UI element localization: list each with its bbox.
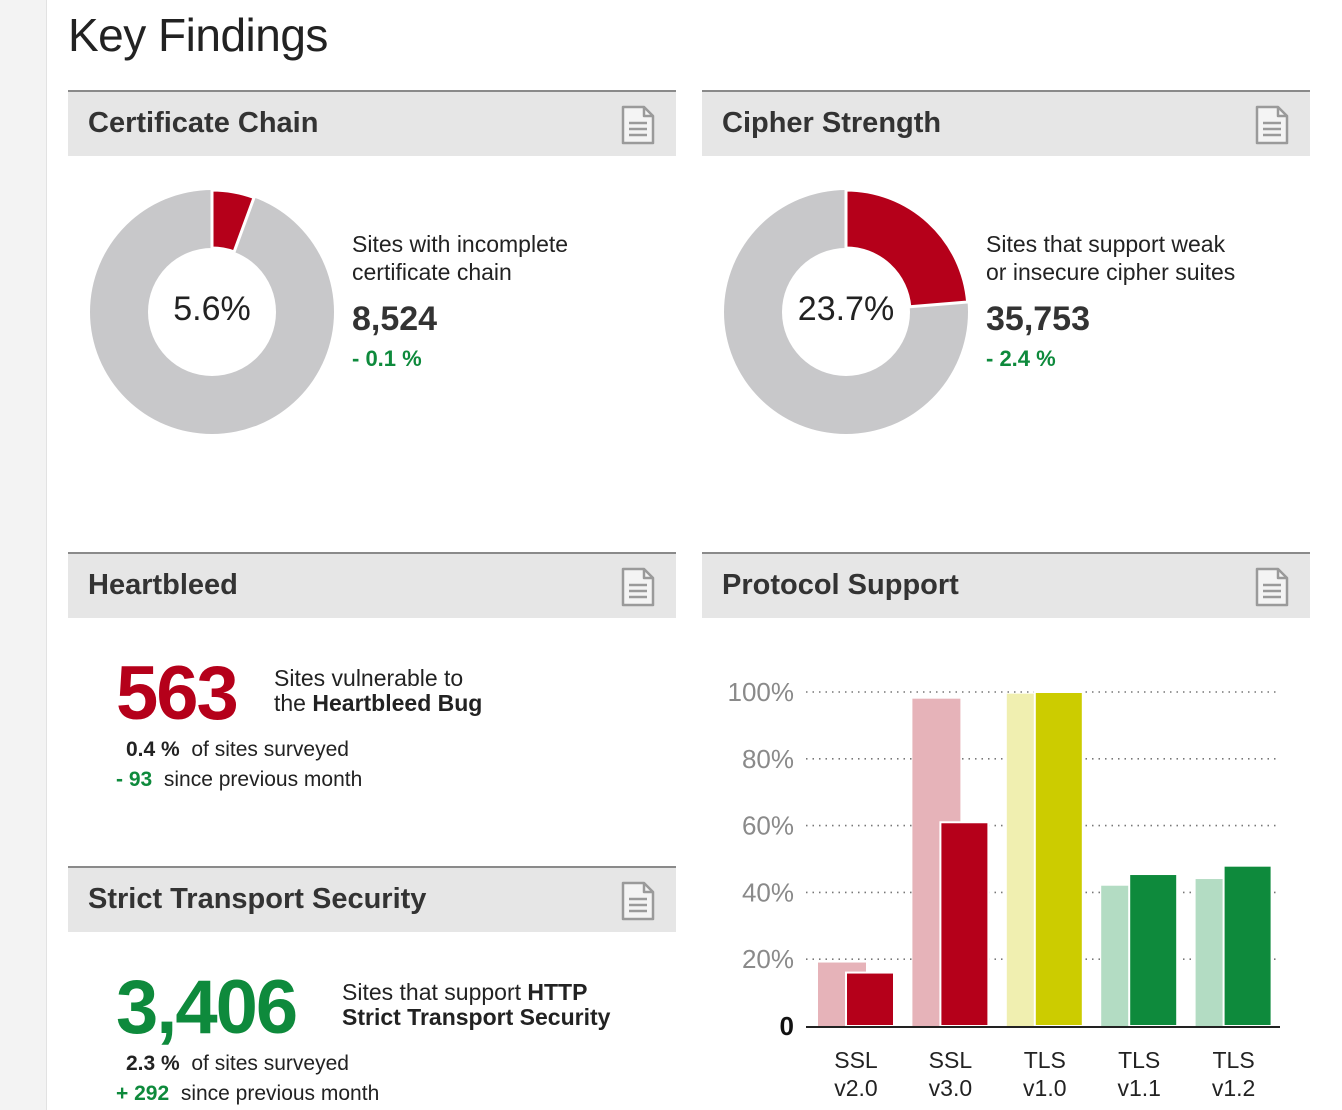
panel-title-strict-transport-security: Strict Transport Security xyxy=(88,883,427,915)
heartbleed-bug-label: Heartbleed Bug xyxy=(312,690,483,716)
x-tick-label-line1: TLS xyxy=(1118,1047,1160,1073)
bar-series2-2 xyxy=(1033,691,1084,1027)
certificate-chain-description-line1: Sites with incomplete xyxy=(352,231,569,257)
hsts-count: 3,406 xyxy=(116,965,298,1050)
report-document-icon[interactable] xyxy=(1254,566,1290,608)
report-document-icon[interactable] xyxy=(1254,104,1290,146)
panel-title-cipher-strength: Cipher Strength xyxy=(722,107,942,139)
y-tick-label: 60% xyxy=(742,811,794,841)
y-tick-label: 40% xyxy=(742,877,794,907)
certificate-chain-donut-hole xyxy=(148,248,276,376)
x-tick-label-line2: v1.0 xyxy=(1023,1075,1066,1101)
hsts-description-line1-prefix: Sites that support xyxy=(342,979,521,1005)
x-tick-label-line1: TLS xyxy=(1213,1047,1255,1073)
x-tick-label-line1: SSL xyxy=(834,1047,878,1073)
panel-title-protocol-support: Protocol Support xyxy=(722,569,959,601)
hsts-change-line: + 292 since previous month xyxy=(116,1082,379,1106)
panel-header-protocol-support: Protocol Support xyxy=(702,552,1310,618)
hsts-percent-suffix: of sites surveyed xyxy=(191,1052,349,1075)
cipher-strength-description-line2: or insecure cipher suites xyxy=(986,259,1236,285)
heartbleed-percent-line: 0.4 % of sites surveyed xyxy=(126,738,349,762)
bar-series2-3 xyxy=(1128,873,1179,1027)
hsts-percent-line: 2.3 % of sites surveyed xyxy=(126,1052,349,1076)
cipher-strength-donut-chart xyxy=(724,188,970,434)
x-tick-label-line2: v1.2 xyxy=(1212,1075,1255,1101)
hsts-change-suffix: since previous month xyxy=(180,1082,380,1105)
hsts-change: + 292 xyxy=(116,1082,170,1105)
hsts-strict-transport-label: Strict Transport Security xyxy=(342,1004,611,1030)
bar-series2-0 xyxy=(845,971,895,1027)
cipher-strength-description-line1: Sites that support weak xyxy=(986,231,1226,257)
bar-series2-1 xyxy=(939,821,990,1027)
cipher-strength-percent: 23.7% xyxy=(797,290,895,328)
x-tick-label-line1: TLS xyxy=(1024,1047,1066,1073)
x-tick-label-line2: v2.0 xyxy=(834,1075,877,1101)
y-tick-label: 100% xyxy=(728,677,795,707)
y-tick-label: 20% xyxy=(742,944,794,974)
certificate-chain-description: Sites with incomplete certificate chain xyxy=(352,230,568,286)
heartbleed-percent-suffix: of sites surveyed xyxy=(191,738,349,761)
certificate-chain-donut-chart xyxy=(90,188,334,434)
heartbleed-description-line2-prefix: the xyxy=(274,690,306,716)
heartbleed-description-line1: Sites vulnerable to xyxy=(274,665,464,691)
panel-header-strict-transport-security: Strict Transport Security xyxy=(68,866,676,932)
panel-header-heartbleed: Heartbleed xyxy=(68,552,676,618)
panel-header-certificate-chain: Certificate Chain xyxy=(68,90,676,156)
report-document-icon[interactable] xyxy=(620,104,656,146)
report-document-icon[interactable] xyxy=(620,566,656,608)
certificate-chain-percent: 5.6% xyxy=(173,290,251,328)
x-tick-label-line1: SSL xyxy=(929,1047,973,1073)
certificate-chain-count: 8,524 xyxy=(352,300,438,338)
page-title: Key Findings xyxy=(68,9,328,61)
bar-series2-4 xyxy=(1222,864,1273,1027)
heartbleed-change-line: - 93 since previous month xyxy=(116,768,362,792)
y-tick-label: 80% xyxy=(742,744,794,774)
certificate-chain-description-line2: certificate chain xyxy=(352,259,512,285)
panel-header-cipher-strength: Cipher Strength xyxy=(702,90,1310,156)
panel-title-heartbleed: Heartbleed xyxy=(88,569,238,601)
heartbleed-percent: 0.4 % xyxy=(126,738,180,761)
cipher-strength-count: 35,753 xyxy=(986,300,1090,338)
cipher-strength-change: - 2.4 % xyxy=(986,346,1056,371)
x-tick-label-line2: v3.0 xyxy=(929,1075,972,1101)
cipher-strength-description: Sites that support weak or insecure ciph… xyxy=(986,230,1235,286)
protocol-support-bar-chart: 020%40%60%80%100%SSLv2.0SSLv3.0TLSv1.0TL… xyxy=(728,677,1280,1101)
y-tick-label: 0 xyxy=(780,1011,794,1041)
left-rail xyxy=(0,0,47,1110)
heartbleed-description: Sites vulnerable to the Heartbleed Bug xyxy=(274,666,482,716)
certificate-chain-change: - 0.1 % xyxy=(352,346,422,371)
heartbleed-change: - 93 xyxy=(116,768,153,791)
hsts-description: Sites that support HTTP Strict Transport… xyxy=(342,980,610,1030)
cipher-strength-donut-hole xyxy=(782,248,910,376)
heartbleed-count: 563 xyxy=(116,651,239,736)
heartbleed-change-suffix: since previous month xyxy=(163,768,363,791)
hsts-percent: 2.3 % xyxy=(126,1052,180,1075)
panel-title-certificate-chain: Certificate Chain xyxy=(88,107,319,139)
report-document-icon[interactable] xyxy=(620,880,656,922)
x-tick-label-line2: v1.1 xyxy=(1117,1075,1160,1101)
hsts-http-label: HTTP xyxy=(527,979,588,1005)
